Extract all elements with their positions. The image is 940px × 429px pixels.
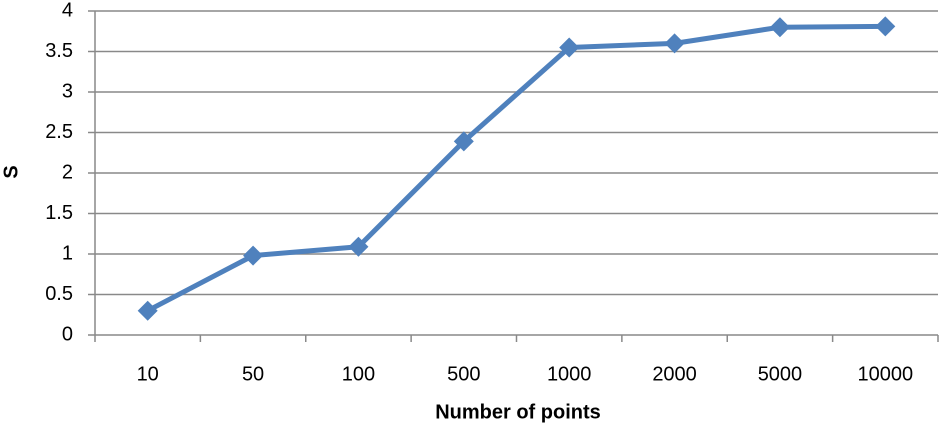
y-tick-label: 3.5 bbox=[45, 40, 73, 62]
marker bbox=[664, 33, 685, 54]
y-tick-label: 1.5 bbox=[45, 202, 73, 224]
x-tick-label: 50 bbox=[242, 363, 264, 385]
y-tick-label: 2.5 bbox=[45, 121, 73, 143]
series-line bbox=[146, 23, 886, 313]
y-tick-label: 4 bbox=[62, 0, 73, 21]
marker bbox=[243, 245, 264, 266]
y-tick-label: 0.5 bbox=[45, 283, 73, 305]
x-tick-label: 1000 bbox=[547, 363, 592, 385]
y-tick-label: 1 bbox=[62, 242, 73, 264]
x-tick-label: 100 bbox=[342, 363, 375, 385]
x-tick-label: 500 bbox=[447, 363, 480, 385]
x-axis-label: Number of points bbox=[435, 401, 601, 423]
x-tick-label: 10000 bbox=[858, 363, 914, 385]
marker bbox=[559, 37, 580, 58]
x-tick-label: 10 bbox=[137, 363, 159, 385]
marker bbox=[453, 131, 474, 152]
marker bbox=[137, 300, 158, 321]
y-axis-label: S bbox=[0, 165, 22, 178]
marker bbox=[769, 17, 790, 38]
marker bbox=[875, 16, 896, 37]
y-tick-label: 0 bbox=[62, 323, 73, 345]
marker bbox=[348, 236, 369, 257]
x-tick-label: 5000 bbox=[758, 363, 803, 385]
x-tick-label: 2000 bbox=[652, 363, 697, 385]
y-tick-label: 2 bbox=[62, 161, 73, 183]
y-tick-label: 3 bbox=[62, 80, 73, 102]
